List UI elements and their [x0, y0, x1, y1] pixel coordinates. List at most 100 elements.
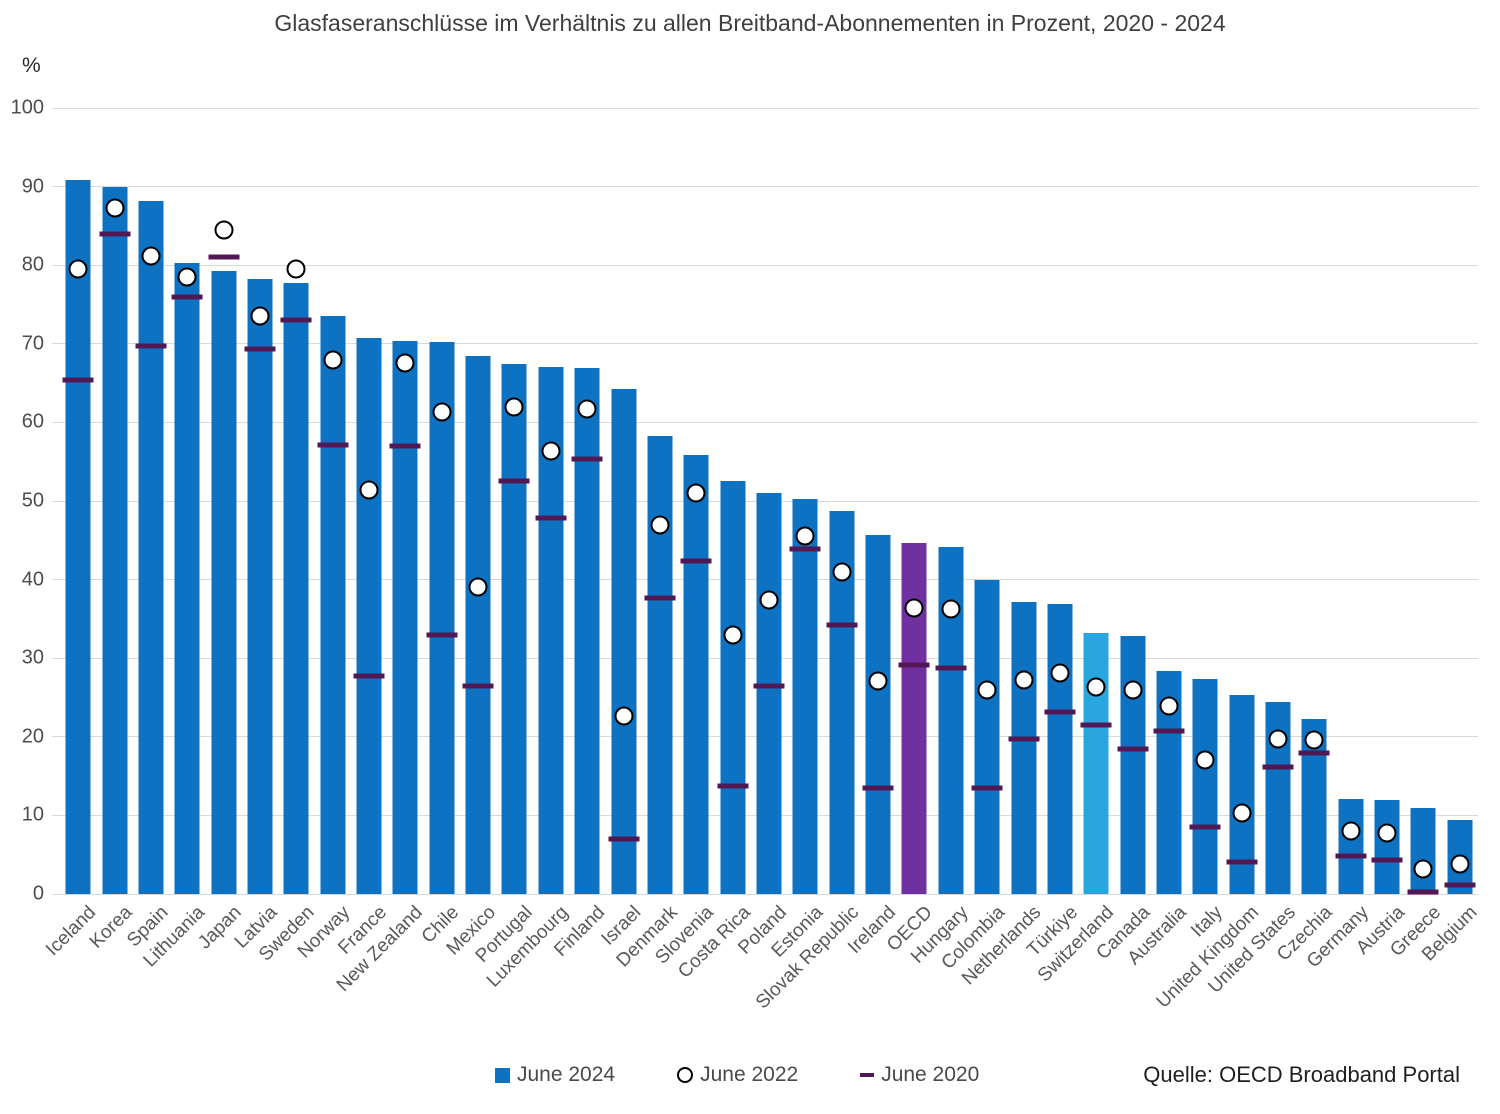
circle-marker-june-2022-colombia [977, 680, 997, 700]
y-tick-90: 90 [21, 175, 44, 198]
bar-june-2024-colombia [974, 579, 1000, 894]
dash-marker-june-2020-united-states [1262, 764, 1294, 770]
dash-marker-june-2020-estonia [789, 546, 821, 552]
bar-june-2024-mexico [465, 355, 491, 894]
circle-marker-june-2022-portugal [504, 397, 524, 417]
circle-marker-june-2022-ireland [868, 671, 888, 691]
chart-column-costa-rica: Costa Rica [674, 108, 755, 983]
chart-column-japan: Japan [194, 108, 245, 953]
chart-column-hungary: Hungary [907, 108, 973, 968]
gridline-70 [52, 343, 1478, 345]
chart-column-australia: Australia [1124, 108, 1191, 969]
circle-marker-june-2022-denmark [650, 515, 670, 535]
dash-marker-june-2020-portugal [498, 478, 530, 484]
bar-june-2024-lithuania [174, 262, 200, 894]
chart-column-poland: Poland [734, 108, 791, 959]
chart-column-canada: Canada [1093, 108, 1154, 964]
dash-marker-june-2020-italy [1189, 824, 1221, 830]
bar-columns: Iceland Korea Spain Lithuania Japan Latvia Swe… [42, 108, 1482, 1013]
chart-column-france: France [334, 108, 391, 959]
dash-marker-june-2020-france [353, 673, 385, 678]
chart-column-finland: Finland [550, 108, 609, 961]
bar-june-2024-italy [1192, 678, 1218, 894]
chart-column-slovenia: Slovenia [652, 108, 718, 968]
y-tick-0: 0 [32, 882, 44, 905]
y-tick-30: 30 [21, 646, 44, 669]
chart-column-united-states: United States [1204, 108, 1300, 998]
circle-marker-june-2022-iceland [68, 259, 88, 279]
bar-june-2024-israel [611, 388, 637, 894]
bar-june-2024-costa-rica [720, 481, 746, 894]
chart-column-estonia: Estonia [768, 108, 827, 962]
circle-marker-june-2022-czechia [1304, 730, 1324, 750]
dash-marker-june-2020-netherlands [1008, 736, 1040, 742]
bar-june-2024-korea [102, 186, 128, 894]
circle-marker-june-2022-latvia [250, 306, 270, 326]
bar-june-2024-austria [1374, 800, 1400, 894]
chart-column-ireland: Ireland [844, 108, 900, 958]
y-tick-20: 20 [21, 725, 44, 748]
y-tick-60: 60 [21, 410, 44, 433]
circle-marker-june-2022-hungary [941, 599, 961, 619]
y-tick-100: 100 [10, 96, 44, 119]
circle-marker-june-2022-estonia [795, 526, 815, 546]
circle-marker-june-2022-japan [214, 220, 234, 240]
circle-marker-june-2022-poland [759, 590, 779, 610]
circle-marker-june-2022-slovenia [686, 483, 706, 503]
dash-marker-june-2020-belgium [1444, 882, 1476, 888]
bar-june-2024-greece [1410, 808, 1436, 894]
bar-june-2024-switzerland [1083, 633, 1109, 894]
dash-marker-june-2020-japan [208, 254, 240, 260]
chart-column-germany: Germany [1303, 108, 1373, 972]
gridline-60 [52, 421, 1478, 423]
bar-june-2024-sweden [283, 282, 309, 894]
bar-june-2024-new-zealand [392, 340, 418, 894]
bar-june-2024-latvia [247, 279, 273, 894]
bar-june-2024-poland [756, 493, 782, 894]
dash-marker-june-2020-sweden [280, 317, 312, 323]
bar-june-2024-ireland [865, 534, 891, 894]
dash-marker-june-2020-norway [317, 442, 349, 448]
circle-marker-june-2022-france [359, 480, 379, 500]
y-tick-70: 70 [21, 332, 44, 355]
gridline-80 [52, 264, 1478, 266]
legend-label: June 2024 [517, 1063, 616, 1086]
dash-marker-june-2020-australia [1153, 728, 1185, 734]
circle-marker-june-2022-korea [105, 198, 125, 218]
chart-column-spain: Spain [124, 108, 173, 951]
circle-marker-june-2022-united-states [1268, 729, 1288, 749]
bar-june-2024-slovenia [683, 454, 709, 894]
bar-june-2024-portugal [501, 364, 527, 894]
circle-marker-june-2022-finland [577, 399, 597, 419]
legend-item-june-2020: June 2020 [860, 1063, 979, 1087]
chart-column-norway: Norway [294, 108, 355, 962]
bar-june-2024-norway [320, 315, 346, 894]
dash-marker-june-2020-germany [1335, 853, 1367, 859]
gridline-100 [52, 107, 1478, 109]
dash-marker-june-2020-austria [1371, 857, 1403, 863]
bar-june-2024-iceland [65, 179, 91, 894]
y-tick-50: 50 [21, 489, 44, 512]
circle-marker-june-2022-germany [1341, 821, 1361, 841]
legend: June 2024 June 2022 June 2020 [495, 1063, 979, 1087]
dash-marker-june-2020-finland [571, 456, 603, 462]
circle-marker-june-2022-sweden [286, 259, 306, 279]
chart-column-oecd: OECD [883, 108, 936, 956]
y-tick-40: 40 [21, 568, 44, 591]
legend-item-june-2024: June 2024 [495, 1063, 615, 1087]
dash-marker-june-2020-ireland [862, 785, 894, 791]
chart-column-mexico: Mexico [443, 108, 500, 959]
circle-marker-june-2022-switzerland [1086, 677, 1106, 696]
dash-marker-june-2020-chile [426, 632, 458, 638]
circle-marker-june-2022-mexico [468, 577, 488, 597]
dash-marker-june-2020-latvia [244, 346, 276, 352]
chart-column-korea: Korea [86, 108, 136, 953]
chart-column-t-rkiye: Türkiye [1023, 108, 1082, 961]
chart-title: Glasfaseranschlüsse im Verhältnis zu all… [274, 10, 1226, 36]
dash-marker-june-2020-slovenia [680, 558, 712, 564]
y-axis-unit-label: % [22, 54, 41, 77]
circle-marker-june-2022-italy [1195, 750, 1215, 770]
circle-marker-june-2022-luxembourg [541, 441, 561, 461]
circle-marker-june-2022-greece [1413, 859, 1433, 879]
dash-marker-june-2020-colombia [971, 785, 1003, 791]
